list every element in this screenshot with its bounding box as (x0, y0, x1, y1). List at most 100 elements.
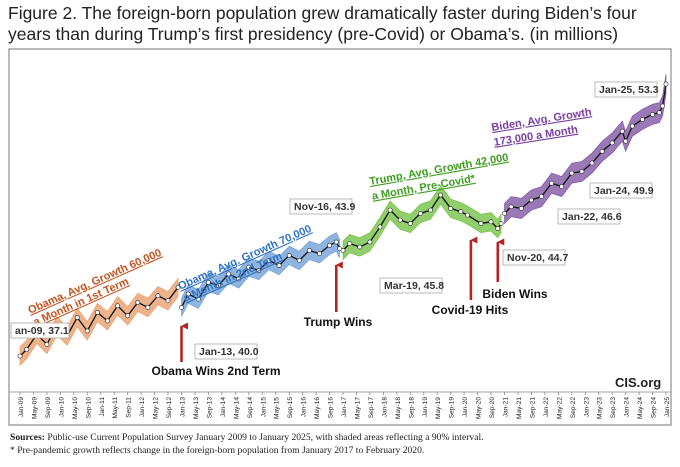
point-obama2-Jun-14 (236, 276, 242, 282)
x-tick-label-May-09: May-09 (32, 397, 39, 419)
point-trump-Mar-17 (347, 241, 353, 246)
x-tick-label-May-13: May-13 (193, 397, 200, 419)
point-obama1-Sep-10 (84, 328, 90, 334)
x-tick-label-May-23: May-23 (597, 397, 604, 419)
point-obama1-Dec-11 (135, 299, 141, 305)
annotation-box-ann-mar19 (379, 277, 443, 294)
band-trump (342, 185, 502, 261)
annotation-ann-jan22: Jan-22, 46.6 (557, 208, 622, 225)
annotation-text-ann-nov16: Nov-16, 43.9 (294, 201, 355, 213)
annotation-ann-jan24: Jan-24, 49.9 (589, 182, 654, 199)
annotation-text-ann-nov20: Nov-20, 44.7 (507, 252, 568, 264)
point-trump-Sep-18 (407, 221, 413, 226)
point-obama2-Mar-15 (266, 257, 272, 263)
sources-note: Sources: Public-use Current Population S… (10, 432, 670, 457)
point-obama2-Sep-13 (205, 279, 211, 285)
point-biden-Jan-25 (663, 81, 669, 87)
x-tick-label-Sep-17: Sep-17 (368, 397, 375, 419)
point-trump-Jun-18 (397, 217, 403, 223)
point-obama1-Dec-12 (175, 284, 181, 290)
band-biden (504, 74, 667, 225)
x-tick-label-Sep-21: Sep-21 (529, 397, 536, 419)
x-tick-label-May-15: May-15 (274, 397, 281, 419)
footnote: * Pre-pandemic growth reflects change in… (10, 444, 425, 456)
point-obama2-Dec-15 (296, 257, 302, 263)
x-tick-label-Jan-18: Jan-18 (381, 397, 388, 417)
point-biden-Nov-24 (656, 110, 662, 116)
x-tick-label-Jan-11: Jan-11 (99, 397, 106, 417)
x-tick-label-Jan-14: Jan-14 (220, 397, 227, 417)
x-tick-label-Jan-22: Jan-22 (543, 397, 550, 417)
x-tick-label-Jan-21: Jan-21 (503, 397, 510, 417)
x-tick-label-Jan-12: Jan-12 (139, 397, 146, 417)
point-biden-Jun-22 (559, 184, 565, 189)
x-tick-label-Sep-23: Sep-23 (610, 397, 617, 419)
annotation-ann-nov16: Nov-16, 43.9 (289, 198, 355, 215)
x-tick-label-Jan-15: Jan-15 (260, 397, 267, 417)
point-obama1-Sep-09 (44, 341, 50, 347)
point-biden-Mar-21 (508, 204, 514, 210)
annotation-box-ann-jan09 (10, 322, 70, 339)
event-label-biden-wins: Biden Wins (482, 287, 548, 301)
chart-frame (8, 48, 672, 426)
point-obama2-Mar-16 (306, 247, 312, 253)
x-tick-label-May-17: May-17 (355, 397, 362, 419)
point-biden-Dec-24 (660, 103, 665, 109)
annotation-text-ann-jan24: Jan-24, 49.9 (594, 185, 654, 197)
annotation-text-ann-jan25: Jan-25, 53.3 (599, 84, 659, 96)
point-obama2-Mar-13 (185, 291, 191, 297)
x-tick-label-Sep-11: Sep-11 (126, 397, 133, 418)
point-obama1-Jun-12 (155, 293, 161, 299)
point-trump-Dec-18 (417, 210, 423, 216)
x-tick-label-Sep-15: Sep-15 (287, 397, 294, 419)
point-biden-Sep-22 (569, 170, 575, 176)
x-tick-label-Sep-13: Sep-13 (206, 397, 213, 419)
point-biden-Dec-21 (539, 194, 544, 199)
annotation-box-ann-jan24 (589, 182, 653, 199)
point-obama2-Jun-16 (316, 251, 322, 257)
annotation-ann-nov20: Nov-20, 44.7 (502, 249, 568, 266)
point-obama2-Dec-13 (216, 283, 221, 288)
annotation-ann-jan13: Jan-13, 40.0 (194, 343, 259, 360)
point-biden-Jan-21 (502, 210, 507, 216)
point-trump-Mar-19 (428, 207, 433, 213)
point-trump-Dec-20 (498, 221, 504, 226)
brand-label: CIS.org (615, 375, 661, 390)
annotation-ann-jan09: an-09, 37.1 (10, 322, 70, 339)
x-tick-label-Jan-24: Jan-24 (624, 397, 631, 417)
annotation-box-ann-jan25 (594, 81, 658, 98)
x-tick-label-Sep-20: Sep-20 (489, 397, 496, 419)
x-tick-label-Jan-20: Jan-20 (462, 397, 469, 417)
point-biden-Sep-23 (609, 140, 615, 146)
point-obama2-Sep-16 (327, 242, 332, 248)
x-tick-label-May-21: May-21 (516, 397, 523, 419)
point-obama1-Sep-12 (165, 298, 171, 304)
point-obama1-Dec-10 (95, 310, 100, 315)
point-obama1-Jun-10 (74, 315, 80, 320)
point-obama2-Jun-15 (276, 263, 282, 268)
point-obama2-Nov-16 (333, 239, 339, 245)
point-trump-Mar-18 (387, 207, 393, 213)
annotation-ann-jan25: Jan-25, 53.3 (594, 81, 659, 98)
x-tick-label-Jan-25: Jan-25 (664, 397, 671, 417)
annotation-box-ann-jan22 (557, 208, 621, 225)
annotation-text-ann-jan13: Jan-13, 40.0 (199, 346, 259, 358)
point-trump-Dec-19 (458, 209, 464, 215)
x-tick-label-Jan-09: Jan-09 (18, 397, 25, 417)
x-tick-label-Jan-16: Jan-16 (301, 397, 308, 417)
point-obama1-Mar-11 (105, 318, 110, 324)
x-tick-label-Jan-10: Jan-10 (58, 397, 65, 417)
point-biden-Dec-23 (619, 128, 625, 134)
annotation-ann-mar19: Mar-19, 45.8 (379, 277, 444, 294)
point-obama2-Dec-14 (256, 268, 262, 273)
point-obama1-Mar-09 (24, 346, 30, 352)
point-trump-Dec-17 (377, 224, 383, 230)
point-obama1-Mar-12 (145, 304, 151, 310)
annotation-text-ann-jan22: Jan-22, 46.6 (562, 211, 622, 223)
band-obama2 (181, 232, 340, 317)
x-tick-label-Jan-17: Jan-17 (341, 397, 348, 417)
x-tick-label-May-20: May-20 (476, 397, 483, 419)
point-biden-Mar-23 (589, 160, 595, 166)
